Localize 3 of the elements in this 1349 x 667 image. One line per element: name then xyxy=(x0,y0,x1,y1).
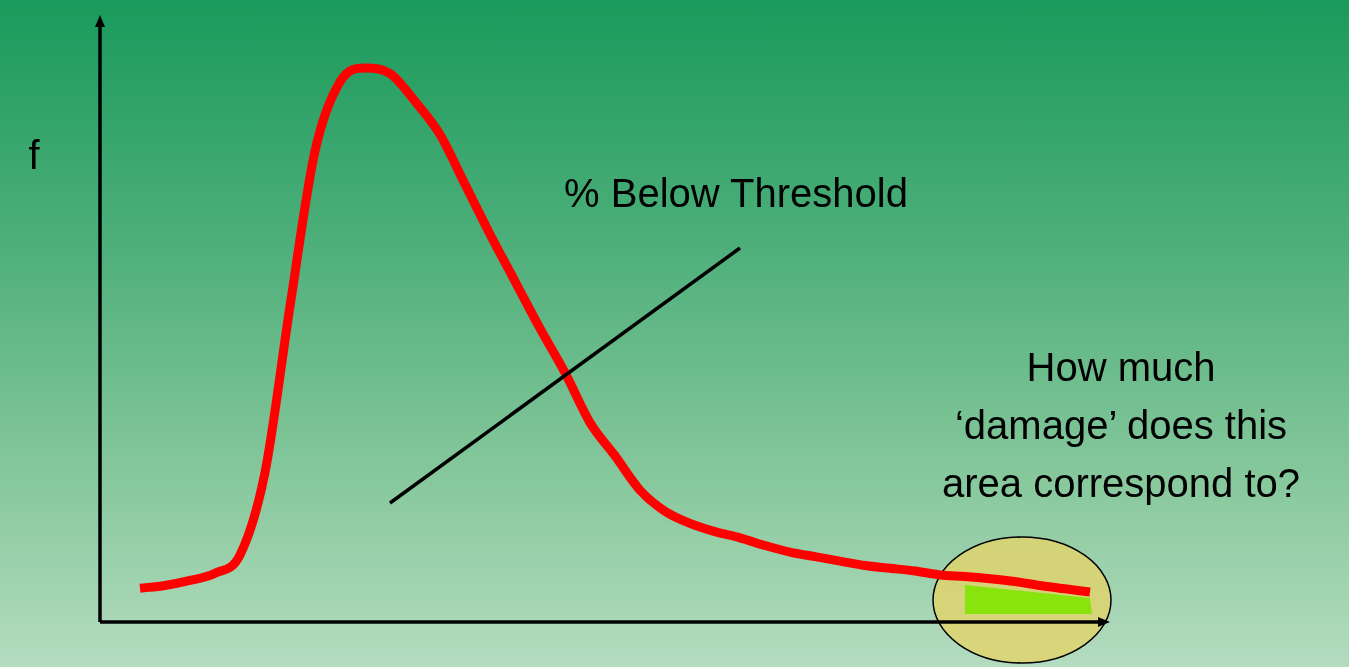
y-axis-title: f xyxy=(28,133,41,178)
annotation: % Below Threshold xyxy=(564,171,908,216)
annotation: How much ‘damage’ does this area correspond to? xyxy=(941,345,1301,506)
